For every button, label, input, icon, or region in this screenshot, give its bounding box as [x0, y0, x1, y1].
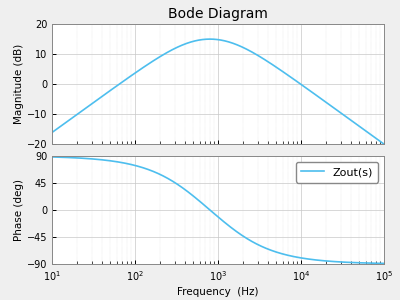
Zout(s): [107, 159, 112, 163]
Zout(s): [50, 155, 54, 159]
Zout(s): [382, 262, 386, 265]
X-axis label: Frequency  (Hz): Frequency (Hz): [177, 287, 259, 297]
Zout(s): [339, 260, 344, 264]
Line: Zout(s): Zout(s): [52, 157, 384, 263]
Zout(s): [88, 157, 92, 160]
Legend: Zout(s): Zout(s): [296, 162, 378, 183]
Y-axis label: Magnitude (dB): Magnitude (dB): [14, 44, 24, 124]
Zout(s): [177, 184, 182, 188]
Zout(s): [375, 262, 380, 265]
Y-axis label: Phase (deg): Phase (deg): [14, 179, 24, 241]
Zout(s): [191, 194, 196, 198]
Title: Bode Diagram: Bode Diagram: [168, 8, 268, 21]
